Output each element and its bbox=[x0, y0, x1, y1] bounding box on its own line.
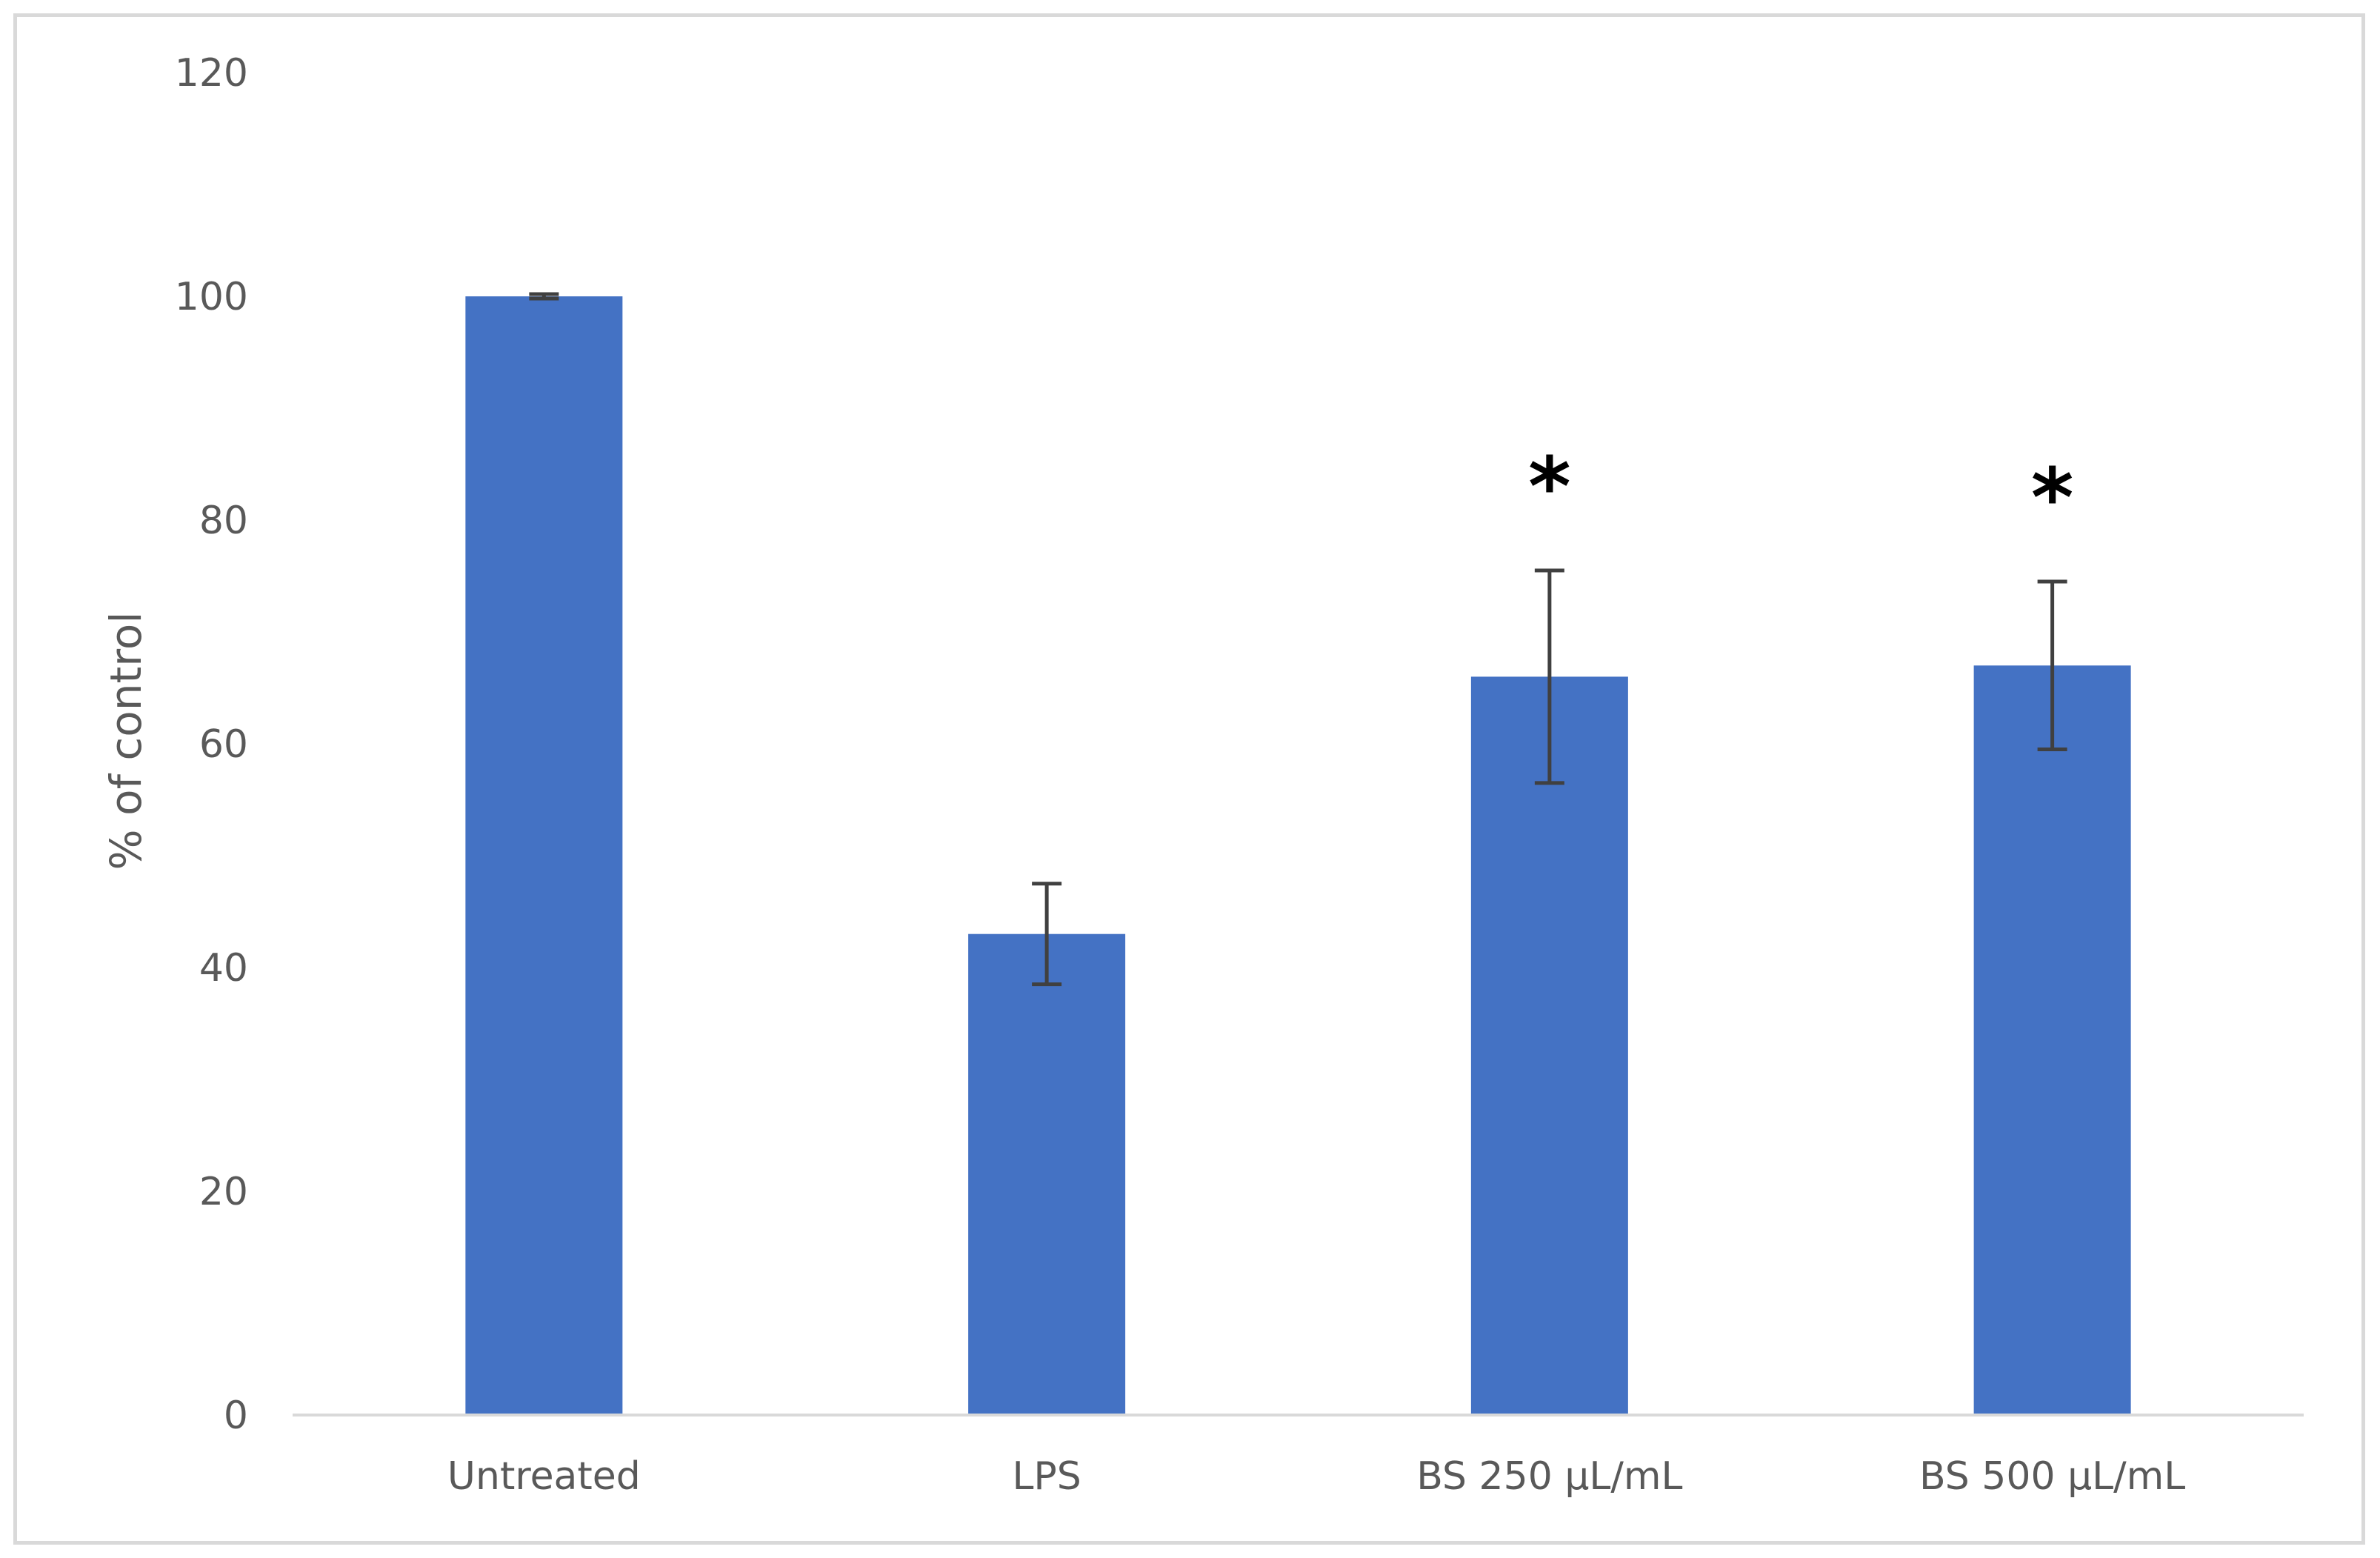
y-tick-label: 100 bbox=[175, 275, 248, 319]
y-axis-ticks: 0 20 40 60 80 100 120 bbox=[175, 51, 248, 1438]
y-tick-label: 20 bbox=[199, 1170, 248, 1214]
y-tick-label: 40 bbox=[199, 946, 248, 991]
error-bars bbox=[529, 292, 2067, 987]
y-tick-label: 80 bbox=[199, 499, 248, 543]
x-axis-labels: Untreated LPS BS 250 µL/mL BS 500 µL/mL bbox=[447, 1454, 2185, 1499]
bar bbox=[465, 296, 623, 1415]
x-category-label: Untreated bbox=[447, 1454, 641, 1499]
bar bbox=[968, 933, 1126, 1415]
bar bbox=[1470, 676, 1628, 1415]
bar bbox=[1973, 665, 2131, 1415]
y-tick-label: 120 bbox=[175, 51, 248, 96]
y-tick-label: 0 bbox=[224, 1394, 248, 1438]
bars bbox=[465, 296, 2131, 1415]
significance-asterisk: * bbox=[1528, 439, 1571, 534]
x-category-label: BS 250 µL/mL bbox=[1416, 1454, 1682, 1499]
x-category-label: LPS bbox=[1012, 1454, 1081, 1499]
significance-asterisk: * bbox=[2031, 450, 2074, 545]
significance-marks: * * bbox=[1528, 439, 2073, 545]
y-tick-label: 60 bbox=[199, 722, 248, 767]
chart-frame bbox=[13, 13, 2365, 1545]
x-category-label: BS 500 µL/mL bbox=[1919, 1454, 2185, 1499]
y-axis-title: % of control bbox=[101, 612, 151, 870]
